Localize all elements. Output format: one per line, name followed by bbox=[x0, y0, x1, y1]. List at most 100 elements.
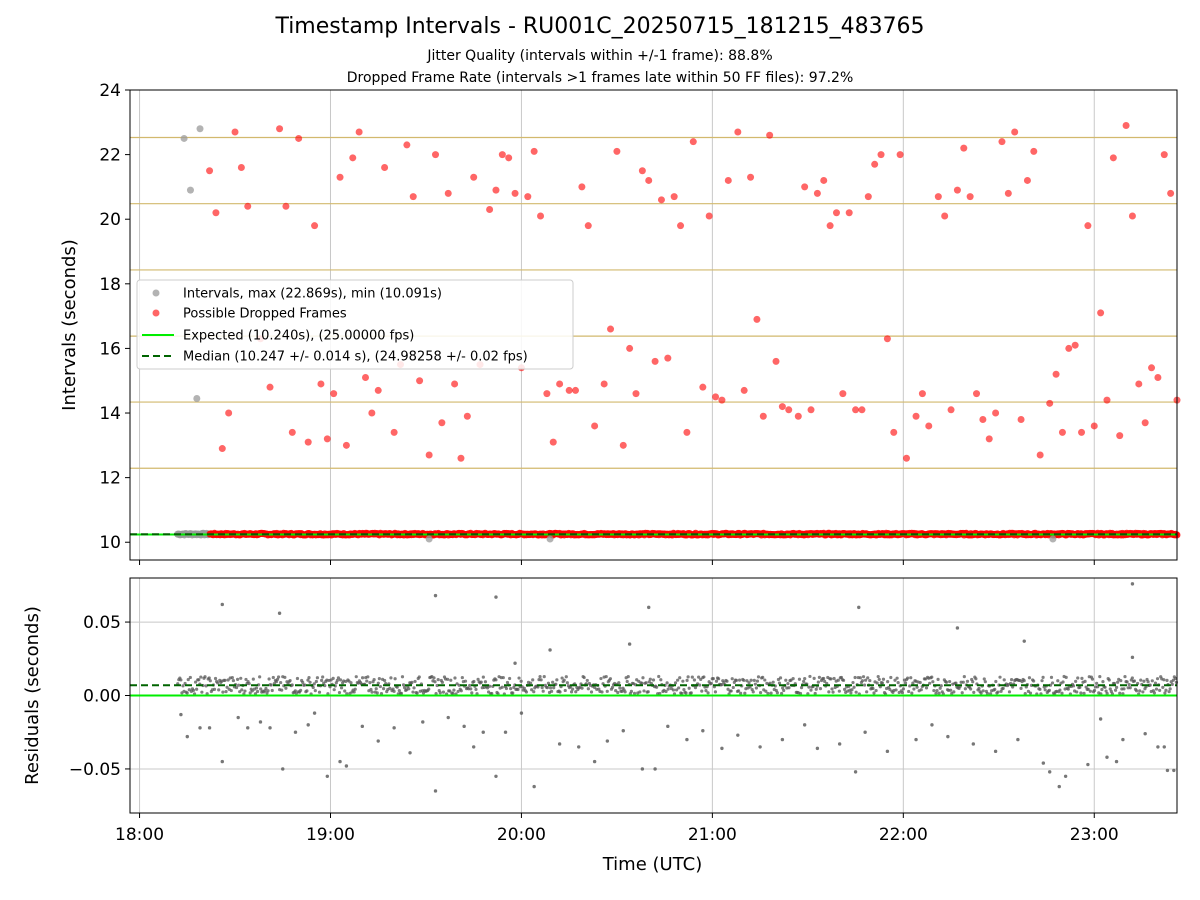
residual-band-point bbox=[433, 680, 437, 684]
residual-band-point bbox=[600, 690, 604, 694]
dropped-point bbox=[638, 167, 646, 175]
dropped-point bbox=[323, 435, 331, 443]
residual-band-point bbox=[812, 676, 816, 680]
residual-band-point bbox=[479, 680, 483, 684]
residual-band-point bbox=[238, 690, 242, 694]
residual-band-point bbox=[230, 675, 234, 680]
residual-point bbox=[720, 746, 724, 751]
dropped-point bbox=[877, 151, 885, 159]
residual-band-point bbox=[284, 686, 288, 690]
residual-point bbox=[179, 712, 183, 717]
residual-band-point bbox=[716, 677, 721, 681]
residual-band-point bbox=[918, 680, 922, 685]
residual-band-point bbox=[1066, 687, 1070, 691]
dropped-point bbox=[556, 380, 564, 388]
y-tick-label: 12 bbox=[99, 469, 121, 489]
residual-band-point bbox=[1134, 689, 1139, 693]
residual-band-point bbox=[895, 676, 899, 680]
residual-band-point bbox=[290, 683, 294, 687]
residual-band-point bbox=[674, 688, 679, 692]
residual-band-point bbox=[402, 685, 407, 690]
residual-band-point bbox=[911, 681, 915, 685]
residual-band-point bbox=[558, 690, 562, 694]
residual-band-point bbox=[343, 689, 347, 693]
residual-band-point bbox=[644, 681, 648, 685]
residual-band-point bbox=[999, 689, 1003, 693]
residual-band-point bbox=[589, 690, 594, 694]
residual-band-point bbox=[1001, 686, 1005, 690]
residual-point bbox=[433, 593, 438, 598]
residual-point bbox=[1086, 762, 1090, 767]
residual-band-point bbox=[684, 691, 688, 695]
residual-band-point bbox=[339, 686, 344, 690]
residual-band-point bbox=[253, 692, 258, 696]
dropped-point bbox=[565, 386, 573, 394]
residual-band-point bbox=[213, 676, 218, 681]
residual-band-point bbox=[677, 686, 681, 690]
residual-band-point bbox=[915, 685, 919, 689]
residual-band-point bbox=[961, 680, 965, 684]
residual-band-point bbox=[593, 685, 597, 690]
residual-point bbox=[605, 739, 610, 743]
dropped-point bbox=[212, 209, 220, 217]
dropped-point bbox=[839, 390, 847, 398]
residual-point bbox=[421, 720, 425, 724]
residual-point bbox=[494, 774, 498, 778]
residual-band-point bbox=[1064, 675, 1068, 679]
dropped-point bbox=[657, 196, 665, 204]
residual-band-point bbox=[685, 678, 689, 682]
residual-band-point bbox=[614, 689, 618, 693]
residual-band-point bbox=[889, 675, 893, 680]
dropped-point bbox=[683, 428, 691, 436]
residual-band-point bbox=[954, 681, 958, 685]
residual-band-point bbox=[642, 689, 646, 693]
residual-band-point bbox=[608, 677, 613, 681]
residual-point bbox=[701, 729, 705, 733]
dropped-point bbox=[645, 176, 653, 184]
residual-band-point bbox=[749, 678, 753, 682]
residual-band-point bbox=[678, 676, 682, 680]
dropped-point bbox=[282, 202, 290, 210]
residual-band-point bbox=[413, 679, 417, 684]
residual-band-point bbox=[1173, 676, 1178, 681]
residual-point bbox=[1165, 768, 1170, 773]
residual-point bbox=[207, 726, 212, 730]
legend-box bbox=[136, 279, 574, 370]
y-axis-label: Intervals (seconds) bbox=[59, 239, 80, 411]
residual-band-point bbox=[1103, 685, 1107, 689]
dropped-point bbox=[244, 202, 252, 210]
dropped-point bbox=[705, 212, 713, 220]
residual-band-point bbox=[830, 687, 834, 691]
residual-band-point bbox=[982, 677, 986, 681]
residual-band-point bbox=[1152, 691, 1157, 695]
dropped-point bbox=[1090, 422, 1098, 430]
residual-band-point bbox=[699, 677, 703, 681]
dropped-point bbox=[1167, 189, 1175, 197]
dropped-point bbox=[381, 164, 389, 172]
residual-band-point bbox=[276, 675, 281, 679]
residual-point bbox=[268, 726, 272, 730]
residual-point bbox=[236, 715, 240, 720]
dropped-point bbox=[753, 315, 761, 323]
dropped-point bbox=[572, 386, 580, 394]
residual-band-point bbox=[313, 689, 317, 693]
residual-band-point bbox=[459, 689, 463, 693]
dropped-point bbox=[492, 186, 500, 194]
residual-band-point bbox=[907, 689, 911, 694]
residual-band-point bbox=[659, 678, 663, 682]
x-tick-label: 20:00 bbox=[497, 825, 546, 845]
residual-band-point bbox=[1109, 689, 1113, 694]
residual-band-point bbox=[809, 688, 813, 692]
residual-band-point bbox=[714, 679, 719, 683]
residual-band-point bbox=[389, 676, 393, 680]
residual-point bbox=[548, 648, 552, 652]
residual-band-point bbox=[295, 676, 300, 681]
residual-band-point bbox=[777, 681, 782, 685]
residual-band-point bbox=[208, 679, 212, 683]
residual-band-point bbox=[204, 684, 208, 688]
residual-band-point bbox=[505, 680, 510, 685]
residual-band-point bbox=[417, 675, 421, 679]
residual-band-point bbox=[864, 678, 868, 682]
residual-band-point bbox=[251, 677, 255, 681]
residual-point bbox=[446, 715, 450, 720]
